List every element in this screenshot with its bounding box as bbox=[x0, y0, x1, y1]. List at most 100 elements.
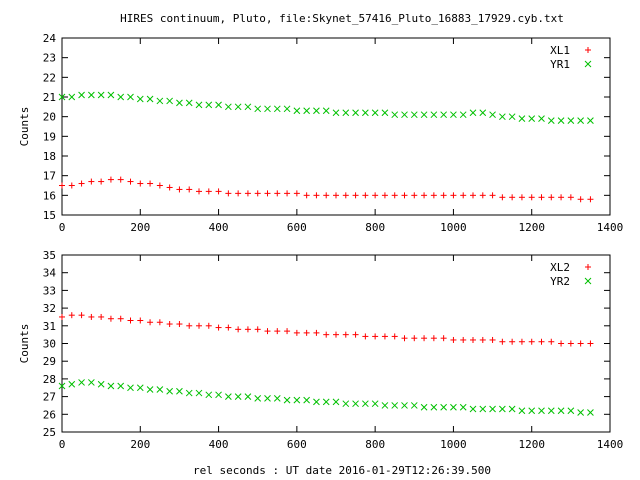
data-point bbox=[391, 402, 399, 409]
data-point bbox=[166, 387, 173, 395]
data-point bbox=[430, 335, 437, 342]
x-tick-label: 0 bbox=[59, 221, 66, 234]
data-point bbox=[577, 117, 584, 124]
data-point bbox=[137, 317, 144, 324]
y-tick-label: 30 bbox=[43, 338, 56, 351]
data-point bbox=[381, 333, 388, 340]
data-point bbox=[146, 386, 154, 393]
data-point bbox=[440, 111, 447, 119]
y-tick-label: 17 bbox=[43, 170, 56, 183]
data-point bbox=[284, 328, 291, 335]
x-tick-label: 1200 bbox=[518, 438, 545, 451]
data-point bbox=[460, 336, 467, 343]
data-point bbox=[293, 107, 301, 115]
data-point bbox=[528, 338, 535, 345]
y-tick-label: 26 bbox=[43, 408, 56, 421]
data-point bbox=[352, 400, 359, 408]
y-tick-label: 25 bbox=[43, 426, 56, 439]
data-point bbox=[342, 192, 349, 199]
data-point bbox=[205, 188, 212, 195]
y-axis-label: Counts bbox=[18, 324, 31, 364]
data-point bbox=[440, 403, 447, 411]
y-tick-label: 33 bbox=[43, 284, 56, 297]
data-point bbox=[166, 321, 173, 328]
data-point bbox=[264, 395, 271, 402]
x-tick-label: 400 bbox=[209, 221, 229, 234]
data-point bbox=[489, 405, 496, 413]
data-point bbox=[215, 324, 222, 331]
data-point bbox=[176, 99, 183, 107]
y-tick-label: 23 bbox=[43, 52, 56, 65]
data-point bbox=[68, 182, 75, 189]
data-point bbox=[274, 190, 281, 197]
data-point bbox=[254, 326, 261, 333]
data-point bbox=[264, 190, 271, 197]
data-point bbox=[342, 400, 350, 408]
plot-frame bbox=[61, 254, 611, 433]
data-point bbox=[469, 109, 477, 117]
data-point bbox=[107, 382, 115, 390]
data-point bbox=[362, 192, 369, 199]
data-point bbox=[577, 340, 584, 347]
data-point bbox=[59, 182, 65, 189]
legend-marker bbox=[584, 60, 592, 68]
data-point bbox=[313, 329, 320, 336]
data-point bbox=[303, 329, 310, 336]
data-point bbox=[195, 389, 203, 397]
y-tick-label: 32 bbox=[43, 302, 56, 315]
data-point bbox=[518, 407, 526, 415]
data-point bbox=[509, 338, 516, 345]
data-point bbox=[117, 93, 125, 101]
data-point bbox=[205, 101, 213, 109]
data-point bbox=[322, 107, 330, 115]
data-point bbox=[323, 331, 330, 338]
data-point bbox=[244, 393, 252, 400]
y-tick-label: 31 bbox=[43, 320, 56, 333]
data-point bbox=[196, 322, 202, 329]
data-point bbox=[88, 178, 95, 185]
legend-label: YR2 bbox=[550, 275, 570, 288]
x-tick-label: 1200 bbox=[518, 221, 545, 234]
data-point bbox=[264, 105, 271, 113]
data-point bbox=[352, 109, 359, 117]
legend-marker bbox=[585, 47, 591, 53]
data-point bbox=[293, 329, 300, 336]
data-point bbox=[235, 190, 242, 197]
data-point bbox=[303, 192, 310, 199]
x-tick-label: 200 bbox=[130, 221, 150, 234]
data-point bbox=[284, 190, 291, 197]
data-point bbox=[196, 188, 202, 195]
data-point bbox=[156, 319, 163, 326]
series-yr2 bbox=[58, 379, 594, 416]
data-point bbox=[518, 115, 526, 122]
data-point bbox=[185, 99, 193, 107]
data-point bbox=[127, 317, 134, 324]
data-point bbox=[156, 182, 163, 189]
data-point bbox=[470, 192, 476, 199]
x-axis-label: rel seconds : UT date 2016-01-29T12:26:3… bbox=[193, 464, 491, 477]
data-point bbox=[136, 384, 144, 392]
data-point bbox=[352, 331, 359, 338]
data-point bbox=[499, 194, 506, 201]
data-point bbox=[322, 398, 330, 406]
panel-bottom: 25 26 27 28 29 30 31 32 33 34 35 0 200 400 600 800 1000 1… bbox=[18, 249, 623, 451]
series-yr1 bbox=[58, 91, 594, 124]
data-point bbox=[127, 178, 134, 185]
data-point bbox=[518, 338, 525, 345]
x-tick-label: 800 bbox=[365, 221, 385, 234]
data-point bbox=[273, 105, 281, 113]
y-tick-label: 28 bbox=[43, 373, 56, 386]
data-point bbox=[185, 389, 193, 397]
data-point bbox=[538, 115, 545, 122]
data-point bbox=[333, 192, 339, 199]
data-point bbox=[186, 322, 193, 329]
data-point bbox=[362, 109, 369, 117]
data-point bbox=[410, 402, 418, 409]
data-point bbox=[440, 335, 447, 342]
data-point bbox=[479, 109, 487, 117]
data-point bbox=[528, 407, 536, 415]
data-point bbox=[372, 333, 379, 340]
data-point bbox=[186, 186, 193, 193]
data-point bbox=[323, 192, 330, 199]
